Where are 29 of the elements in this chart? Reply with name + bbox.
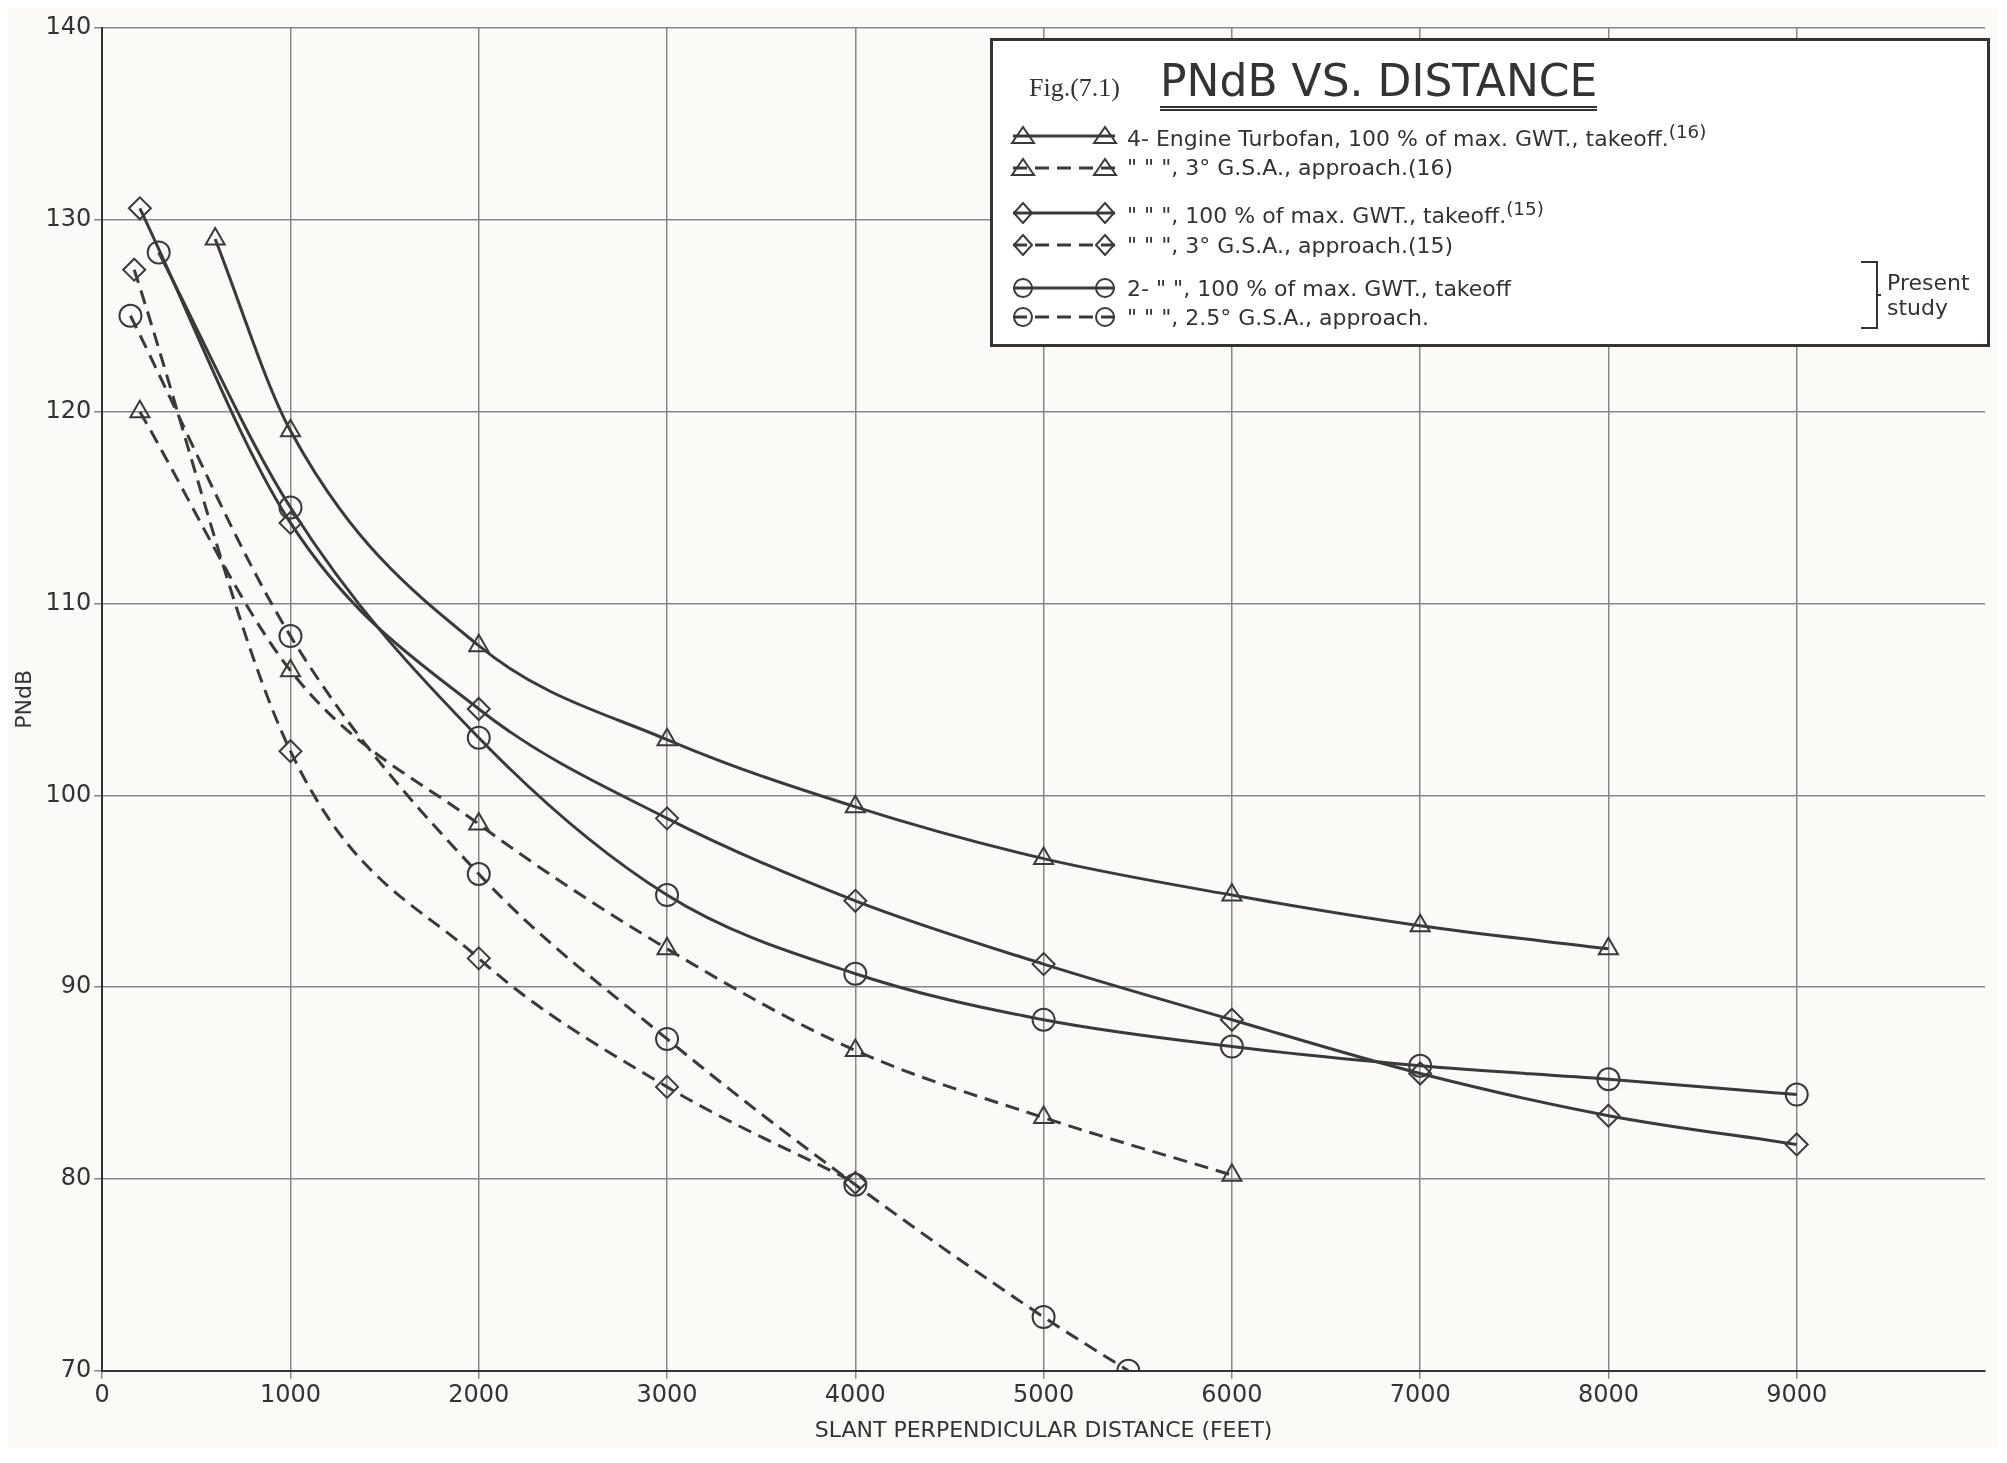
x-tick-label: 6000 [1201,1380,1263,1409]
x-tick-label: 4000 [824,1380,886,1409]
y-tick-label: 140 [45,12,92,41]
y-tick-label: 90 [60,971,92,1000]
x-tick-label: 5000 [1013,1380,1075,1409]
y-tick-label: 110 [45,587,92,616]
legend-label: " " ", 100 % of max. GWT., takeoff.$^{(15)}$ [1127,198,1544,229]
x-tick-label: 8000 [1577,1380,1639,1409]
y-tick-label: 120 [45,395,92,424]
annotation: Present study [1887,269,1971,320]
legend-label: " " ", 2.5° G.S.A., approach. [1127,304,1429,330]
x-tick-label: 7000 [1389,1380,1451,1409]
text: PNdB VS. DISTANCE [1160,55,1598,111]
x-tick-label: 3000 [636,1380,698,1409]
x-tick-label: 9000 [1766,1380,1828,1409]
x-axis-title: SLANT PERPENDICULAR DISTANCE (FEET) [814,1416,1273,1442]
y-tick-label: 70 [60,1355,92,1384]
y-tick-label: 100 [45,779,92,808]
y-axis-title: PNdB [10,670,36,729]
legend-label: " " ", 3° G.S.A., approach.(15) [1127,232,1454,258]
x-tick-label: 0 [94,1380,110,1409]
text: Fig.(7.1) [1029,73,1120,103]
x-tick-label: 1000 [259,1380,322,1409]
legend-label: " " ", 3° G.S.A., approach.(16) [1127,155,1454,181]
legend-label: 4- Engine Turbofan, 100 % of max. GWT., takeoff.$^{(16)}$ [1127,121,1707,152]
legend-label: 2- " ", 100 % of max. GWT., takeoff [1127,275,1511,301]
y-tick-label: 130 [45,204,92,233]
x-tick-label: 2000 [448,1380,510,1409]
y-tick-label: 80 [60,1163,92,1192]
